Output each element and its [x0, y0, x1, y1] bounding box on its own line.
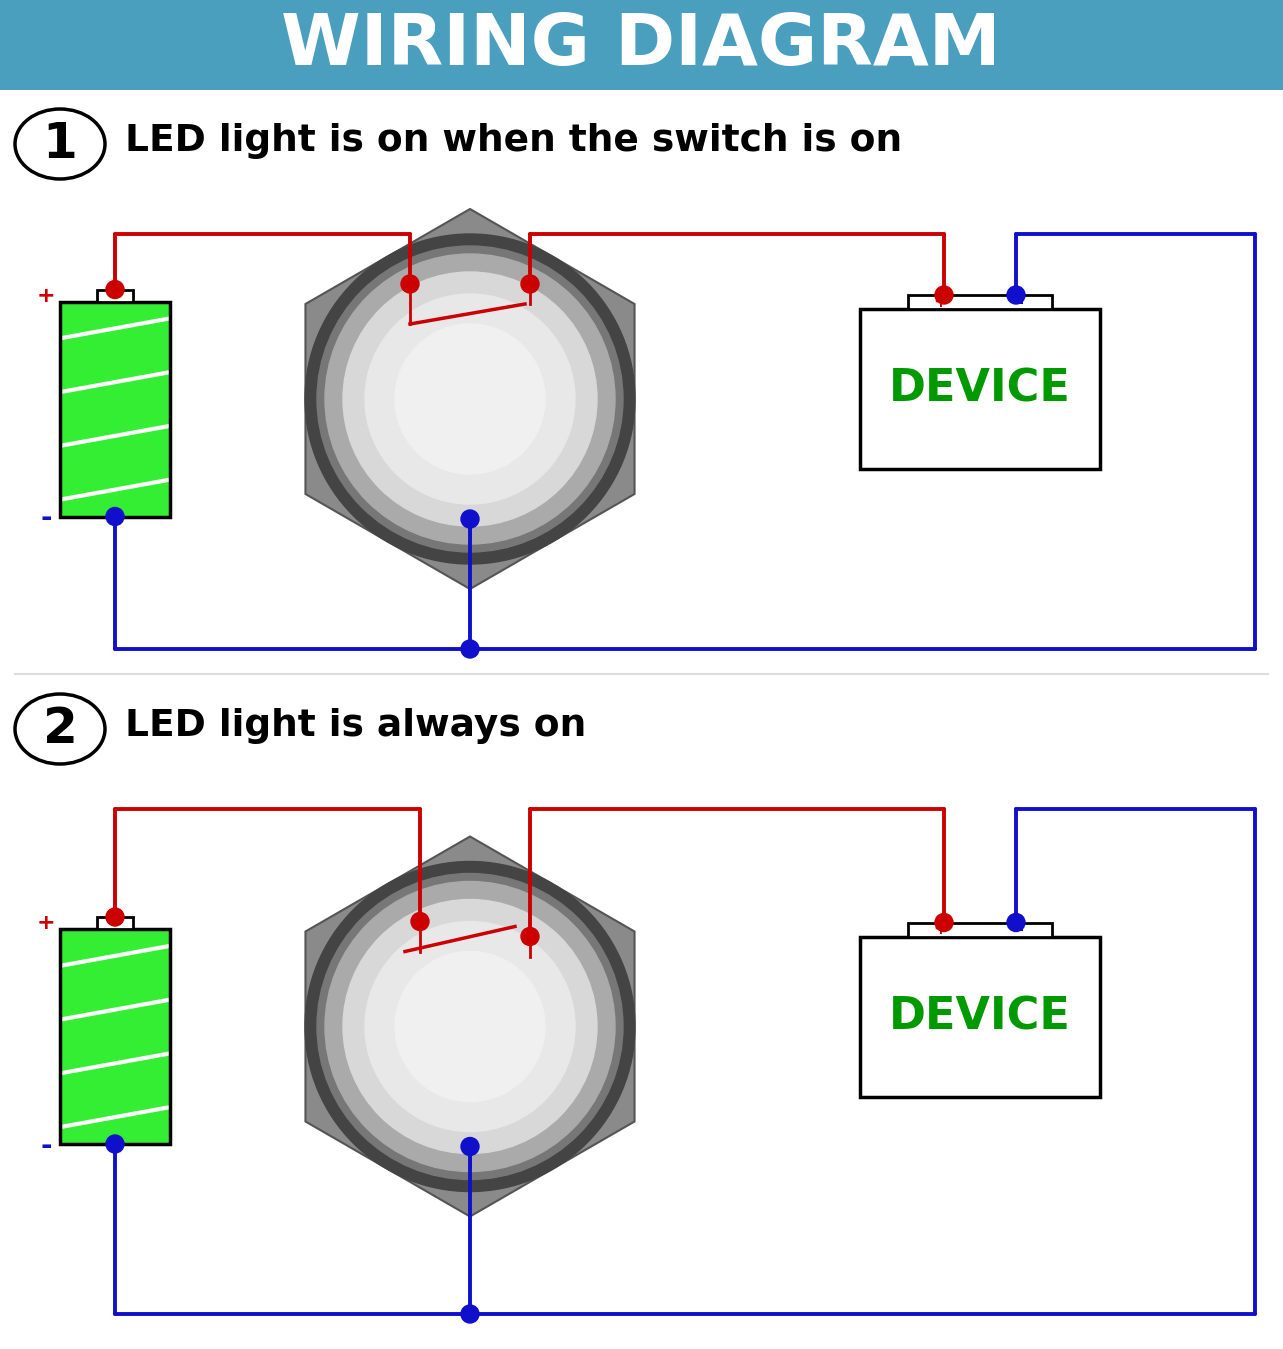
Bar	[60, 929, 171, 1144]
Ellipse shape	[15, 109, 105, 179]
Bar	[60, 301, 171, 517]
Circle shape	[364, 921, 575, 1132]
Bar	[98, 290, 132, 301]
Bar	[908, 295, 1052, 309]
Text: 2: 2	[42, 706, 77, 753]
Circle shape	[343, 272, 597, 526]
Circle shape	[325, 881, 615, 1171]
Text: -: -	[1016, 293, 1024, 312]
Text: DEVICE: DEVICE	[889, 367, 1071, 410]
Circle shape	[521, 275, 539, 293]
Circle shape	[461, 1137, 479, 1156]
Bar	[60, 929, 171, 1144]
Circle shape	[395, 324, 545, 473]
Text: +: +	[933, 920, 947, 939]
Circle shape	[1007, 913, 1025, 932]
Ellipse shape	[15, 693, 105, 764]
Bar	[908, 923, 1052, 936]
Circle shape	[364, 294, 575, 505]
Circle shape	[935, 913, 953, 932]
Circle shape	[305, 862, 635, 1191]
Text: +: +	[37, 913, 55, 934]
Text: 1: 1	[42, 120, 77, 169]
Circle shape	[317, 246, 624, 552]
Circle shape	[461, 510, 479, 527]
Circle shape	[1007, 286, 1025, 304]
Bar	[860, 936, 1100, 1097]
Circle shape	[325, 254, 615, 544]
Bar	[60, 301, 171, 517]
Polygon shape	[305, 209, 635, 590]
Text: +: +	[933, 293, 947, 312]
Circle shape	[461, 1304, 479, 1323]
Circle shape	[317, 874, 624, 1179]
Text: +: +	[37, 286, 55, 305]
Bar	[0, 0, 1283, 90]
Text: WIRING DIAGRAM: WIRING DIAGRAM	[281, 11, 1001, 80]
Text: DEVICE: DEVICE	[889, 996, 1071, 1037]
Circle shape	[106, 507, 124, 526]
Circle shape	[106, 1135, 124, 1153]
Bar	[860, 309, 1100, 469]
Text: -: -	[40, 505, 51, 533]
Circle shape	[106, 281, 124, 298]
Text: -: -	[40, 1132, 51, 1160]
Text: LED light is always on: LED light is always on	[124, 708, 586, 745]
Circle shape	[395, 951, 545, 1102]
Text: LED light is on when the switch is on: LED light is on when the switch is on	[124, 123, 902, 159]
Circle shape	[305, 233, 635, 564]
Polygon shape	[305, 836, 635, 1217]
Circle shape	[935, 286, 953, 304]
Circle shape	[461, 639, 479, 658]
Text: -: -	[1016, 920, 1024, 939]
Circle shape	[521, 928, 539, 946]
Circle shape	[402, 275, 420, 293]
Circle shape	[411, 912, 429, 931]
Circle shape	[106, 908, 124, 925]
Bar	[98, 917, 132, 929]
Circle shape	[343, 900, 597, 1153]
